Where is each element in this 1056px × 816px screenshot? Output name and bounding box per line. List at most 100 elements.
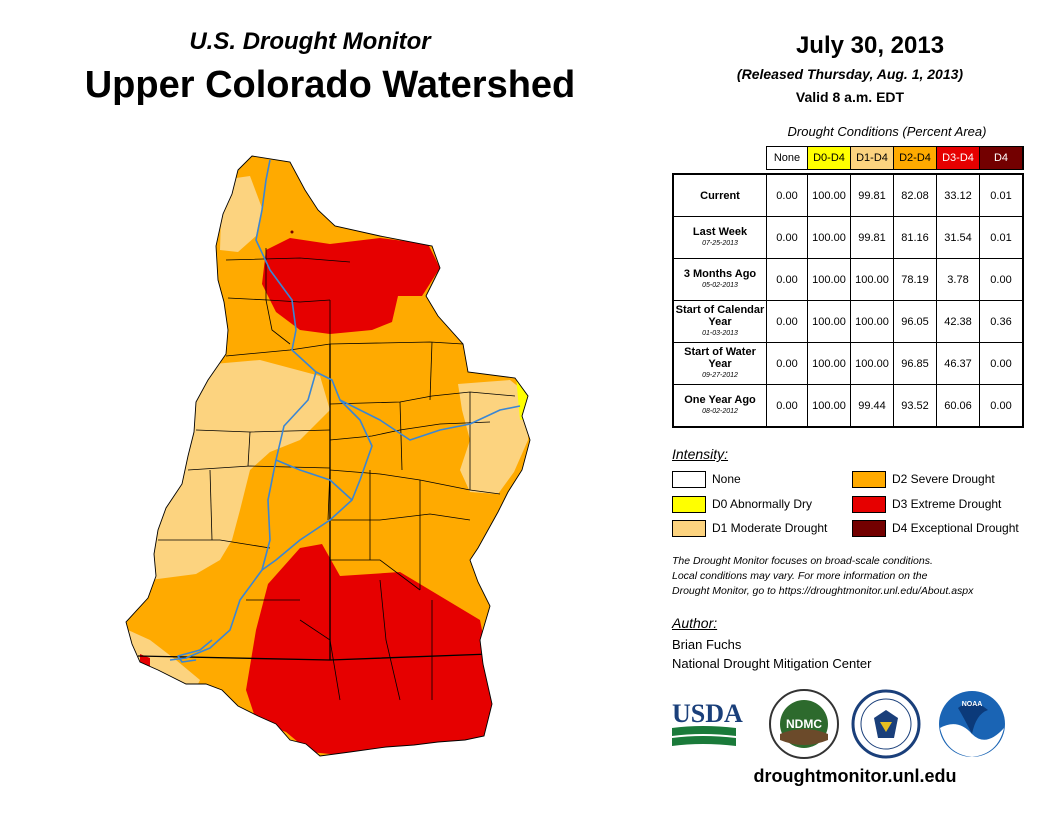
legend-label: None <box>712 472 741 486</box>
table-cell: 100.00 <box>807 173 851 217</box>
valid-time: Valid 8 a.m. EDT <box>795 89 905 105</box>
author-org: National Drought Mitigation Center <box>672 656 872 671</box>
watershed-outline <box>125 155 531 757</box>
table-cell: 82.08 <box>893 173 937 217</box>
row-date: 01-03-2013 <box>702 329 738 337</box>
legend-item: None <box>672 471 741 489</box>
legend-item: D0 Abnormally Dry <box>672 496 813 514</box>
table-cell: 3.78 <box>936 258 980 301</box>
d4-area <box>290 230 294 234</box>
table-cell: 0.00 <box>766 173 808 217</box>
table-corner <box>673 147 767 170</box>
table-row: One Year Ago 08-02-2012 0.00 100.00 99.44 93.… <box>672 384 1024 428</box>
row-label-text: Start of Water Year <box>684 345 756 370</box>
row-label: Current <box>672 173 767 217</box>
disclaimer-note: The Drought Monitor focuses on broad-sca… <box>672 554 1052 599</box>
col-header: D3-D4 <box>936 146 980 170</box>
row-date: 08-02-2012 <box>702 407 738 415</box>
row-label-text: Start of Calendar Year <box>675 303 765 328</box>
map-title: Upper Colorado Watershed <box>84 64 576 106</box>
col-header: None <box>766 146 808 170</box>
author-name: Brian Fuchs <box>672 637 742 652</box>
legend-label: D4 Exceptional Drought <box>892 521 1019 535</box>
table-cell: 99.81 <box>850 216 894 259</box>
table-cell: 0.01 <box>979 216 1024 259</box>
table-cell: 0.00 <box>766 258 808 301</box>
legend-title: Intensity: <box>672 446 729 462</box>
table-cell: 100.00 <box>807 300 851 343</box>
table-cell: 31.54 <box>936 216 980 259</box>
note-line: Local conditions may vary. For more info… <box>672 570 928 582</box>
col-header: D2-D4 <box>893 146 937 170</box>
table-cell: 96.05 <box>893 300 937 343</box>
table-cell: 93.52 <box>893 384 937 428</box>
agency-logos: USDA NDMC NOAA <box>672 689 1005 759</box>
noaa-logo: NOAA <box>939 691 1005 757</box>
svg-text:USDA: USDA <box>672 699 743 728</box>
d1-area-east <box>458 380 530 494</box>
legend-label: D3 Extreme Drought <box>892 497 1002 511</box>
svg-text:NDMC: NDMC <box>786 717 822 731</box>
table-row: Start of Calendar Year 01-03-2013 0.00 100.… <box>672 300 1024 343</box>
row-label-text: Current <box>700 189 740 202</box>
row-label: One Year Ago 08-02-2012 <box>672 384 767 428</box>
drought-conditions-table: None D0-D4 D1-D4 D2-D4 D3-D4 D4 Current 0… <box>672 146 1024 428</box>
table-cell: 81.16 <box>893 216 937 259</box>
table-cell: 100.00 <box>807 342 851 385</box>
legend-item: D4 Exceptional Drought <box>852 520 1019 538</box>
table-cell: 0.36 <box>979 300 1024 343</box>
table-title: Drought Conditions (Percent Area) <box>787 124 987 139</box>
legend-item: D1 Moderate Drought <box>672 520 828 538</box>
table-cell: 0.00 <box>979 258 1024 301</box>
author-label: Author: <box>672 615 718 631</box>
legend-label: D2 Severe Drought <box>892 472 995 486</box>
table-cell: 0.00 <box>766 216 808 259</box>
commerce-logo <box>851 689 921 759</box>
table-cell: 96.85 <box>893 342 937 385</box>
table-cell: 99.44 <box>850 384 894 428</box>
col-header: D4 <box>979 146 1024 170</box>
table-cell: 100.00 <box>807 384 851 428</box>
legend-swatch <box>672 496 706 514</box>
table-cell: 0.00 <box>766 300 808 343</box>
row-label: Last Week 07-25-2013 <box>672 216 767 259</box>
table-cell: 0.00 <box>766 384 808 428</box>
svg-text:NOAA: NOAA <box>962 701 983 708</box>
col-header: D1-D4 <box>850 146 894 170</box>
table-cell: 33.12 <box>936 173 980 217</box>
usda-logo: USDA <box>672 699 743 746</box>
row-label: 3 Months Ago 05-02-2013 <box>672 258 767 301</box>
table-cell: 42.38 <box>936 300 980 343</box>
legend-item: D2 Severe Drought <box>852 471 995 489</box>
legend-swatch <box>852 471 886 489</box>
table-body: Current 0.00 100.00 99.81 82.08 33.12 0.01 Last… <box>672 173 1024 428</box>
table-row: 3 Months Ago 05-02-2013 0.00 100.00 100.00 78… <box>672 258 1024 301</box>
legend-swatch <box>852 520 886 538</box>
table-cell: 100.00 <box>850 258 894 301</box>
table-cell: 0.00 <box>979 384 1024 428</box>
table-cell: 0.00 <box>766 342 808 385</box>
legend-label: D0 Abnormally Dry <box>712 497 813 511</box>
table-cell: 0.00 <box>979 342 1024 385</box>
row-label-text: Last Week <box>692 225 748 238</box>
col-header: D0-D4 <box>807 146 851 170</box>
table-cell: 0.01 <box>979 173 1024 217</box>
state-boundaries <box>137 344 491 661</box>
row-label: Start of Calendar Year 01-03-2013 <box>672 300 767 343</box>
website-url[interactable]: droughtmonitor.unl.edu <box>753 766 957 786</box>
note-line: The Drought Monitor focuses on broad-sca… <box>672 555 933 567</box>
row-date: 07-25-2013 <box>702 239 738 247</box>
table-row: Start of Water Year 09-27-2012 0.00 100.00 1… <box>672 342 1024 385</box>
table-cell: 100.00 <box>807 216 851 259</box>
rivers <box>169 159 521 663</box>
legend-label: D1 Moderate Drought <box>712 521 828 535</box>
table-cell: 60.06 <box>936 384 980 428</box>
table-cell: 46.37 <box>936 342 980 385</box>
legend-item: D3 Extreme Drought <box>852 496 1002 514</box>
table-cell: 100.00 <box>850 342 894 385</box>
table-cell: 99.81 <box>850 173 894 217</box>
ndmc-logo: NDMC <box>769 689 839 759</box>
row-label: Start of Water Year 09-27-2012 <box>672 342 767 385</box>
d3-area-north <box>262 238 440 334</box>
table-row: Last Week 07-25-2013 0.00 100.00 99.81 81.16 3… <box>672 216 1024 259</box>
